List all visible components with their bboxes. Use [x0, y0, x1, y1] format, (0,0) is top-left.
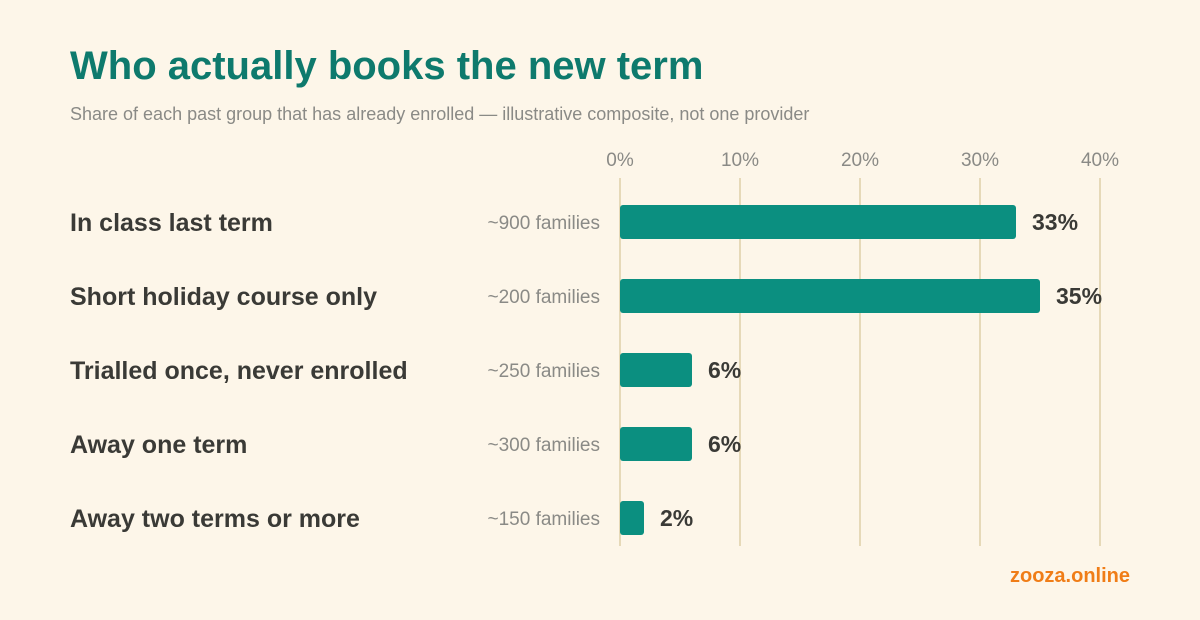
bar: [620, 427, 692, 461]
bar: [620, 279, 1040, 313]
bar: [620, 205, 1016, 239]
category-label: Away one term: [70, 431, 247, 459]
bar: [620, 501, 644, 535]
chart-title: Who actually books the new term: [70, 44, 704, 88]
x-tick-label: 0%: [606, 150, 634, 171]
value-label: 6%: [708, 357, 741, 383]
value-label: 35%: [1056, 283, 1102, 309]
group-size-label: ~150 families: [488, 509, 600, 530]
category-label: Short holiday course only: [70, 283, 377, 311]
value-label: 33%: [1032, 209, 1078, 235]
x-tick-label: 20%: [841, 150, 879, 171]
category-label: Away two terms or more: [70, 505, 360, 533]
chart-subtitle: Share of each past group that has alread…: [70, 104, 810, 124]
value-label: 6%: [708, 431, 741, 457]
value-label: 2%: [660, 505, 693, 531]
category-label: Trialled once, never enrolled: [70, 357, 408, 385]
category-label: In class last term: [70, 209, 273, 237]
bar: [620, 353, 692, 387]
brand-logo-text[interactable]: zooza.online: [1010, 565, 1130, 587]
x-tick-label: 10%: [721, 150, 759, 171]
group-size-label: ~300 families: [488, 435, 600, 456]
group-size-label: ~250 families: [488, 361, 600, 382]
group-size-label: ~200 families: [488, 287, 600, 308]
x-tick-label: 40%: [1081, 150, 1119, 171]
x-tick-label: 30%: [961, 150, 999, 171]
group-size-label: ~900 families: [488, 213, 600, 234]
